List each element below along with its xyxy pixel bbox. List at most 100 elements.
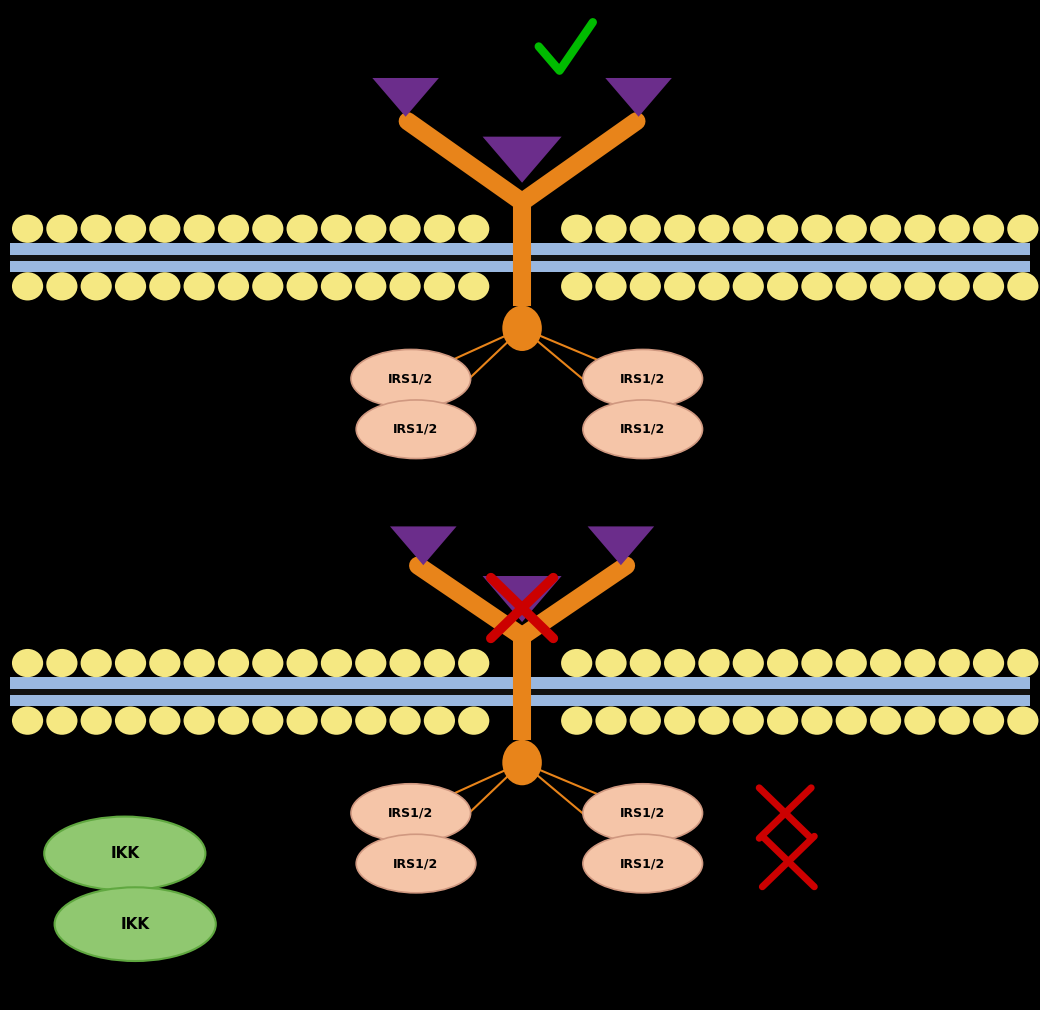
Bar (10, 677, 1030, 707)
Ellipse shape (424, 272, 456, 300)
Ellipse shape (905, 649, 936, 678)
Ellipse shape (424, 707, 456, 735)
Ellipse shape (870, 215, 902, 242)
Ellipse shape (218, 215, 250, 242)
Ellipse shape (321, 707, 353, 735)
Ellipse shape (253, 649, 284, 678)
Ellipse shape (502, 305, 542, 351)
Ellipse shape (47, 707, 78, 735)
Ellipse shape (732, 649, 763, 678)
Ellipse shape (562, 215, 593, 242)
Text: IKK: IKK (121, 917, 150, 931)
Ellipse shape (595, 649, 626, 678)
Bar (10, 689, 1030, 695)
Ellipse shape (459, 707, 490, 735)
Ellipse shape (664, 215, 696, 242)
Text: IRS1/2: IRS1/2 (620, 857, 666, 870)
Bar (10, 242, 1030, 272)
Ellipse shape (47, 272, 78, 300)
Ellipse shape (390, 649, 421, 678)
Ellipse shape (150, 707, 181, 735)
Ellipse shape (1007, 649, 1038, 678)
Ellipse shape (356, 400, 476, 459)
Ellipse shape (801, 272, 832, 300)
Ellipse shape (352, 784, 471, 842)
Ellipse shape (218, 272, 250, 300)
Text: IRS1/2: IRS1/2 (393, 423, 439, 435)
Ellipse shape (459, 272, 490, 300)
Ellipse shape (253, 215, 284, 242)
Ellipse shape (356, 649, 387, 678)
Ellipse shape (583, 834, 703, 893)
Ellipse shape (44, 816, 205, 891)
Ellipse shape (115, 272, 146, 300)
Ellipse shape (562, 649, 593, 678)
Ellipse shape (801, 707, 832, 735)
Ellipse shape (81, 215, 112, 242)
Ellipse shape (732, 707, 763, 735)
Ellipse shape (47, 215, 78, 242)
Ellipse shape (1007, 272, 1038, 300)
Ellipse shape (870, 649, 902, 678)
Ellipse shape (356, 272, 387, 300)
Ellipse shape (287, 272, 318, 300)
Ellipse shape (1007, 215, 1038, 242)
Text: IRS1/2: IRS1/2 (393, 857, 439, 870)
Ellipse shape (459, 649, 490, 678)
Text: IRS1/2: IRS1/2 (620, 373, 666, 385)
Ellipse shape (184, 215, 214, 242)
Ellipse shape (801, 215, 832, 242)
Ellipse shape (870, 272, 902, 300)
Ellipse shape (150, 272, 181, 300)
Bar (10, 255, 1030, 261)
Polygon shape (483, 136, 562, 183)
Polygon shape (588, 526, 654, 566)
Ellipse shape (47, 649, 78, 678)
Ellipse shape (630, 649, 661, 678)
Text: IRS1/2: IRS1/2 (388, 807, 434, 819)
Ellipse shape (699, 215, 730, 242)
Ellipse shape (583, 349, 703, 408)
Ellipse shape (150, 215, 181, 242)
Ellipse shape (12, 272, 44, 300)
Ellipse shape (321, 649, 353, 678)
Ellipse shape (502, 739, 542, 786)
Ellipse shape (184, 649, 214, 678)
Ellipse shape (356, 215, 387, 242)
Ellipse shape (81, 272, 112, 300)
Ellipse shape (973, 707, 1005, 735)
Ellipse shape (973, 215, 1005, 242)
Ellipse shape (184, 707, 214, 735)
Ellipse shape (938, 215, 969, 242)
Ellipse shape (287, 649, 318, 678)
Ellipse shape (81, 649, 112, 678)
Ellipse shape (321, 272, 353, 300)
Ellipse shape (321, 215, 353, 242)
Ellipse shape (583, 784, 703, 842)
Text: IRS1/2: IRS1/2 (620, 807, 666, 819)
Ellipse shape (115, 707, 146, 735)
Ellipse shape (352, 349, 471, 408)
Ellipse shape (12, 707, 44, 735)
Ellipse shape (583, 400, 703, 459)
Ellipse shape (732, 215, 763, 242)
Ellipse shape (115, 649, 146, 678)
Ellipse shape (699, 272, 730, 300)
Ellipse shape (835, 272, 867, 300)
Ellipse shape (835, 649, 867, 678)
Ellipse shape (835, 215, 867, 242)
Ellipse shape (390, 272, 421, 300)
Ellipse shape (870, 707, 902, 735)
Ellipse shape (905, 272, 936, 300)
Ellipse shape (905, 215, 936, 242)
Ellipse shape (801, 649, 832, 678)
Ellipse shape (938, 649, 969, 678)
Ellipse shape (595, 215, 626, 242)
Ellipse shape (938, 707, 969, 735)
Ellipse shape (424, 649, 456, 678)
Ellipse shape (595, 272, 626, 300)
Ellipse shape (356, 707, 387, 735)
Ellipse shape (973, 272, 1005, 300)
Ellipse shape (12, 649, 44, 678)
Ellipse shape (905, 707, 936, 735)
